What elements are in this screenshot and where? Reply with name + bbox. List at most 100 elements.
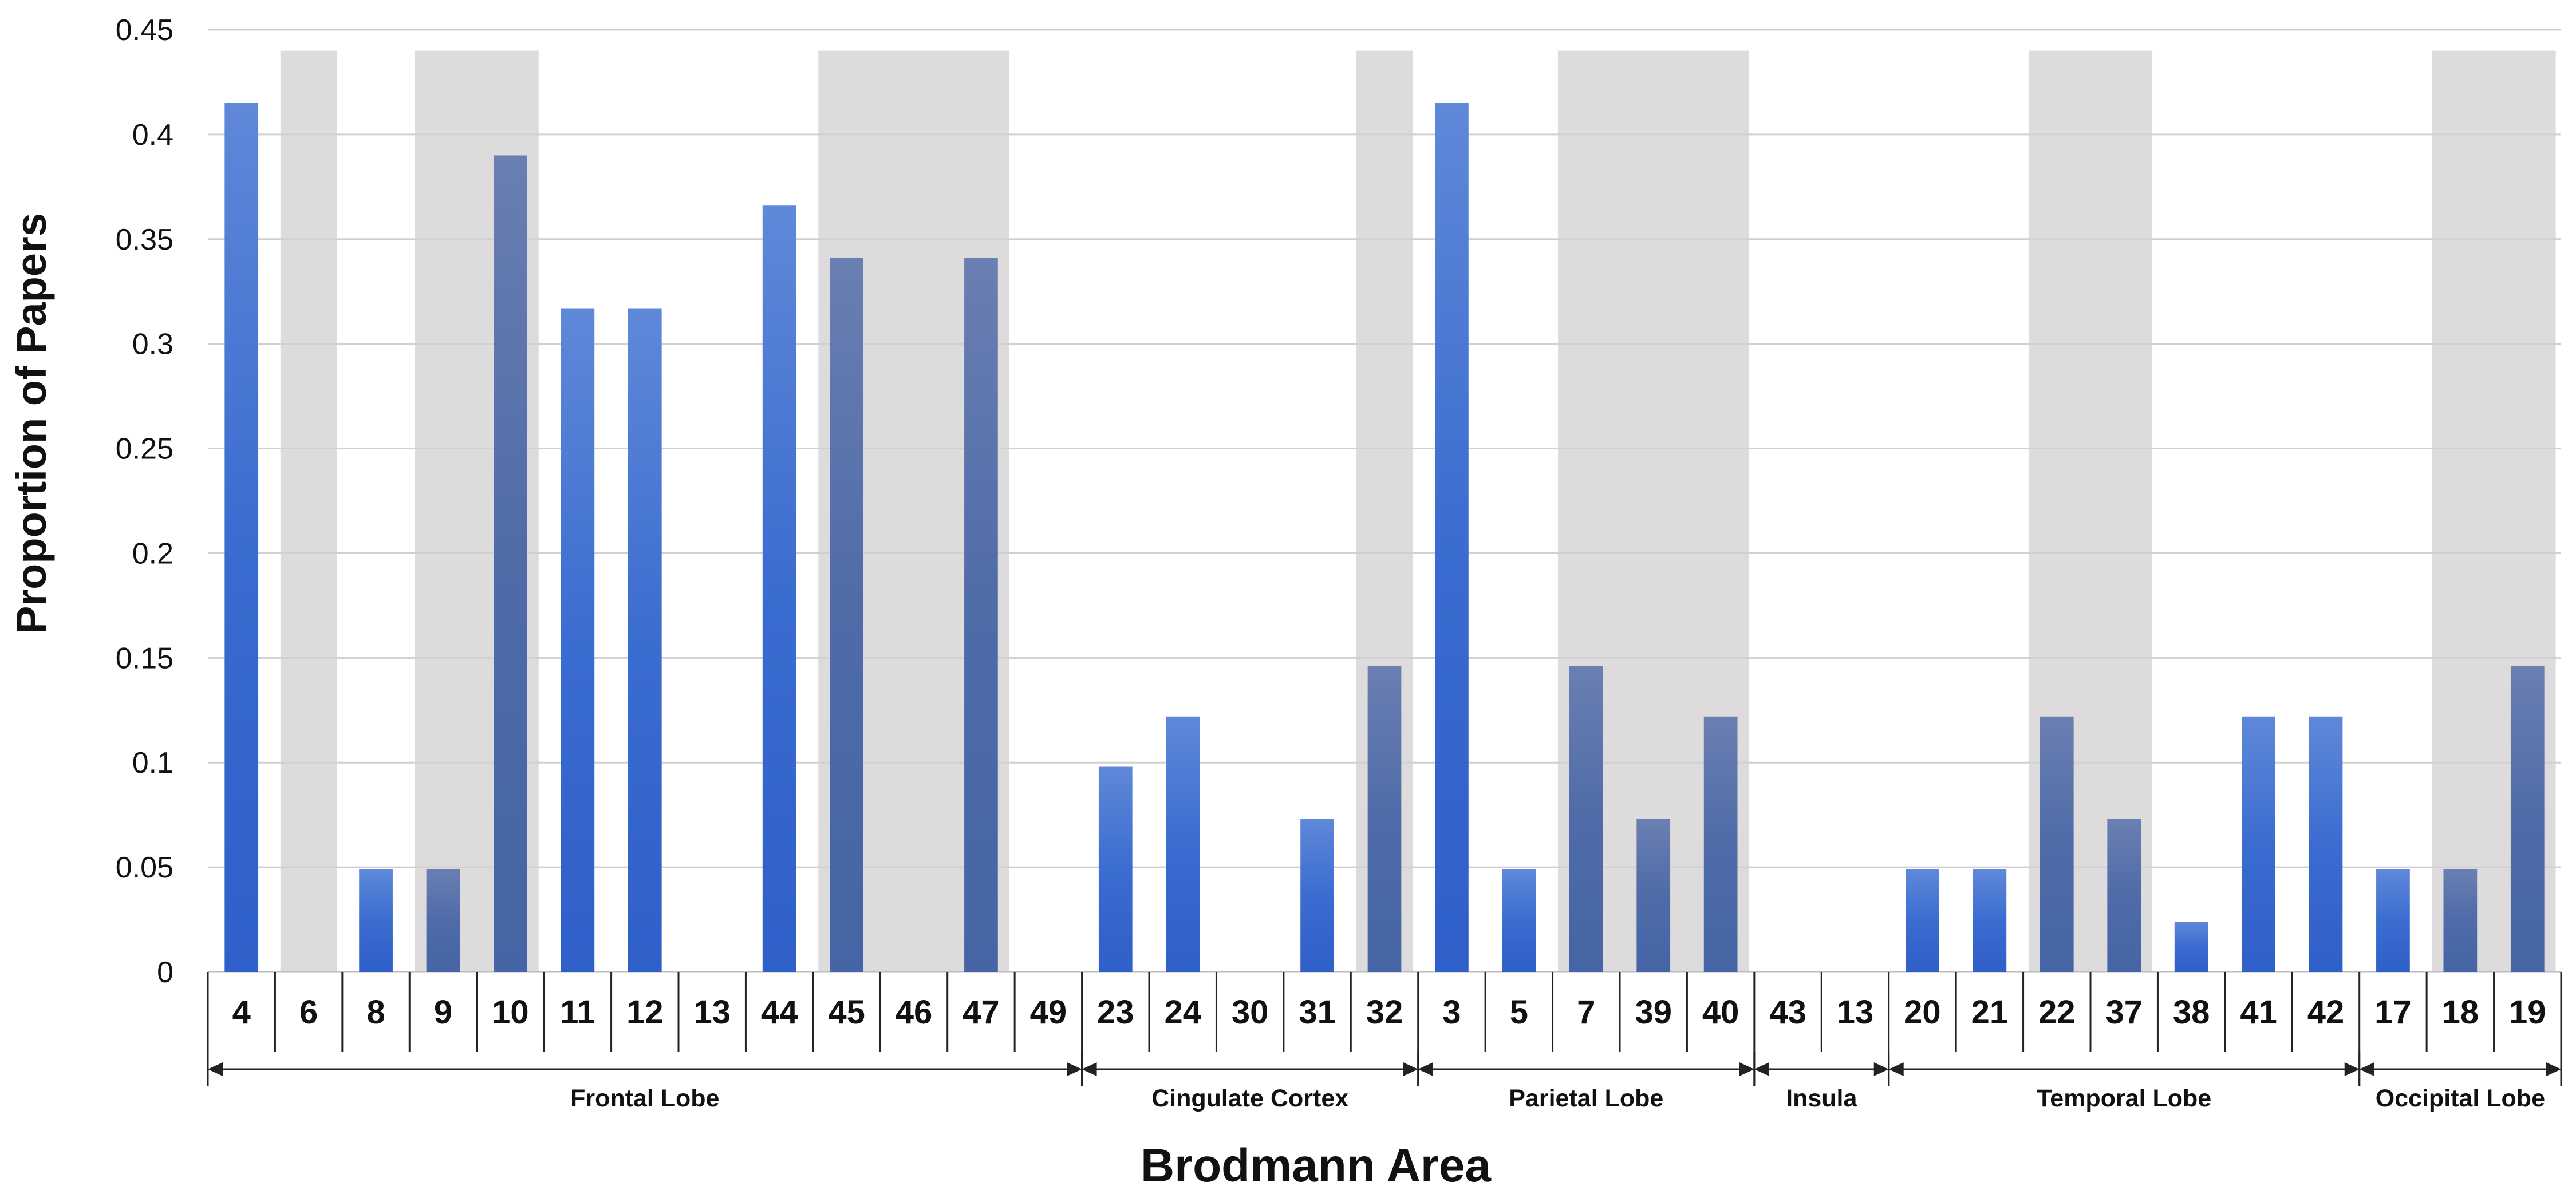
bar [2242, 716, 2275, 972]
y-tick-label: 0.15 [116, 642, 173, 675]
x-axis-title: Brodmann Area [1141, 1140, 1492, 1192]
category-label: 17 [2374, 994, 2412, 1031]
category-label: 46 [896, 994, 933, 1031]
category-label: 23 [1097, 994, 1134, 1031]
category-label: 32 [1366, 994, 1403, 1031]
bar [561, 308, 595, 972]
group-arrowhead-right [2344, 1062, 2360, 1076]
bar [224, 103, 259, 972]
category-label: 39 [1635, 994, 1672, 1031]
category-label: 44 [761, 994, 798, 1031]
bar [1300, 819, 1334, 972]
group-label: Occipital Lobe [2376, 1085, 2545, 1112]
group-arrowhead-left [2359, 1062, 2374, 1076]
group-arrowhead-right [1067, 1062, 1082, 1076]
bar [1973, 869, 2007, 972]
group-arrowhead-left [208, 1062, 223, 1076]
category-label: 31 [1299, 994, 1336, 1031]
y-tick-label: 0.4 [132, 118, 173, 152]
category-label: 38 [2173, 994, 2210, 1031]
group-label: Parietal Lobe [1509, 1085, 1663, 1112]
category-label: 4 [232, 994, 251, 1031]
bar [1367, 666, 1402, 972]
category-label: 13 [1837, 994, 1874, 1031]
group-arrowhead-left [1888, 1062, 1904, 1076]
category-label: 18 [2442, 994, 2479, 1031]
bar [628, 308, 662, 972]
category-label: 19 [2509, 994, 2546, 1031]
category-label: 8 [366, 994, 385, 1031]
bar [426, 869, 460, 972]
shaded-regions [280, 50, 2556, 972]
group-arrowhead-left [1082, 1062, 1097, 1076]
category-labels: 4 6 8 9 10 11 12 13 44 45 46 47 49 23 24 30 31 32 3 5 7 39 40 4… [207, 972, 2562, 1052]
category-label: 43 [1769, 994, 1806, 1031]
category-label: 47 [962, 994, 1000, 1031]
bar [2174, 922, 2208, 972]
bar [964, 258, 998, 972]
group-brackets: Frontal Lobe Cingulate Cortex Parietal Lob… [207, 1052, 2562, 1112]
bar [2510, 666, 2545, 972]
bar [2107, 819, 2141, 972]
bar [1166, 716, 1200, 972]
y-tick-label: 0.45 [116, 14, 173, 47]
category-label: 22 [2038, 994, 2076, 1031]
category-label: 49 [1030, 994, 1067, 1031]
bar [1502, 869, 1536, 972]
group-label: Frontal Lobe [570, 1085, 719, 1112]
category-label: 45 [828, 994, 865, 1031]
y-axis-title: Proportion of Papers [7, 213, 55, 634]
category-label: 20 [1904, 994, 1941, 1031]
gridlines [208, 29, 2561, 973]
group-arrowhead-left [1754, 1062, 1769, 1076]
category-label: 21 [1971, 994, 2009, 1031]
bar [1098, 766, 1133, 972]
group-arrowhead-right [1873, 1062, 1889, 1076]
bar [830, 258, 863, 972]
category-label: 12 [626, 994, 664, 1031]
group-arrowhead-right [2546, 1062, 2561, 1076]
category-label: 11 [560, 994, 595, 1031]
category-label: 3 [1442, 994, 1461, 1031]
y-tick-label: 0.05 [116, 851, 173, 884]
category-label: 40 [1702, 994, 1739, 1031]
bar [2376, 869, 2410, 972]
bar [494, 155, 527, 972]
y-tick-label: 0 [157, 956, 173, 989]
category-label: 6 [299, 994, 318, 1031]
y-tick-label: 0.25 [116, 433, 173, 466]
category-label: 10 [492, 994, 529, 1031]
bar [1435, 103, 1469, 972]
category-label: 7 [1577, 994, 1595, 1031]
bar [1906, 869, 1939, 972]
y-tick-label: 0.3 [132, 328, 173, 361]
bar [2309, 716, 2343, 972]
y-tick-label: 0.35 [116, 223, 173, 256]
bar [1703, 716, 1738, 972]
category-label: 13 [693, 994, 731, 1031]
bar [2040, 716, 2074, 972]
bars [224, 103, 2545, 972]
group-arrowhead-left [1418, 1062, 1433, 1076]
category-label: 5 [1510, 994, 1528, 1031]
group-arrowhead-right [1739, 1062, 1754, 1076]
y-tick-labels: 0 0.05 0.1 0.15 0.2 0.25 0.3 0.35 0.4 0.45 [116, 14, 173, 989]
bar [2443, 869, 2478, 972]
bar [1636, 819, 1671, 972]
category-label: 37 [2105, 994, 2143, 1031]
category-label: 24 [1164, 994, 1201, 1031]
group-label: Cingulate Cortex [1151, 1085, 1348, 1112]
y-tick-label: 0.2 [132, 537, 173, 570]
bar [359, 869, 393, 972]
category-label: 9 [434, 994, 452, 1031]
bar [762, 205, 796, 972]
y-tick-label: 0.1 [132, 746, 173, 780]
category-label: 42 [2307, 994, 2345, 1031]
group-label: Temporal Lobe [2037, 1085, 2211, 1112]
shaded-region [280, 50, 337, 972]
group-arrowhead-right [1403, 1062, 1418, 1076]
category-label: 30 [1232, 994, 1269, 1031]
bar [1569, 666, 1603, 972]
category-label: 41 [2240, 994, 2277, 1031]
